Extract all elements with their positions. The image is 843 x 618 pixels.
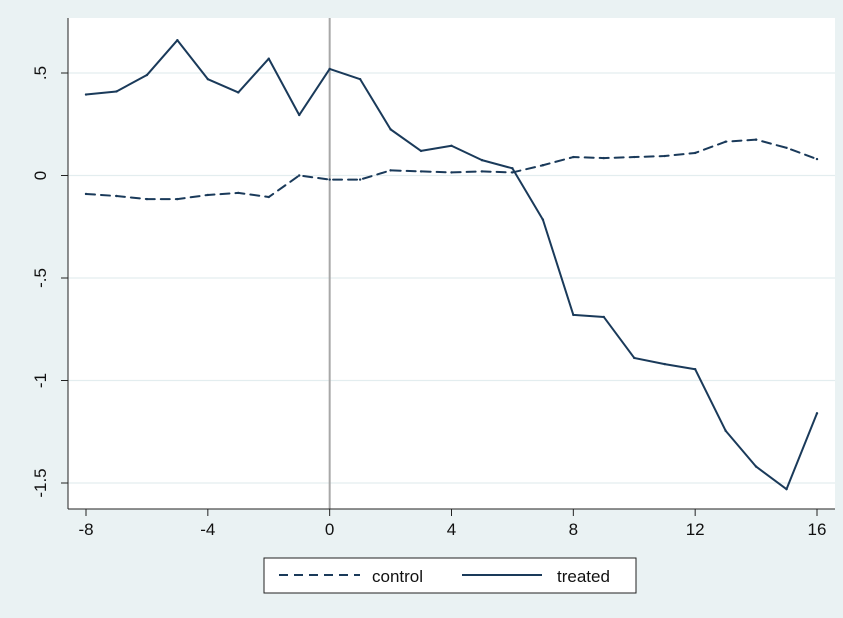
- x-tick-label-5: 12: [686, 520, 705, 539]
- x-tick-label-3: 4: [447, 520, 456, 539]
- point-treated-21: [724, 429, 727, 432]
- point-treated-14: [511, 167, 514, 170]
- point-control-22: [754, 138, 758, 141]
- point-control-18: [633, 155, 636, 159]
- point-control-0: [84, 192, 88, 196]
- point-control-14: [511, 171, 514, 174]
- y-tick-label-4: .5: [31, 66, 50, 80]
- x-tick-label-4: 8: [569, 520, 578, 539]
- point-treated-5: [237, 91, 240, 94]
- point-control-6: [267, 195, 270, 199]
- point-control-7: [298, 174, 301, 177]
- point-treated-12: [450, 144, 453, 147]
- legend-label-control: control: [372, 567, 423, 586]
- point-treated-16: [572, 313, 575, 317]
- y-axis-ticks: -1.5 -1 -.5 0 .5: [31, 66, 68, 498]
- point-treated-10: [389, 128, 392, 131]
- point-treated-13: [480, 158, 484, 162]
- point-control-10: [389, 169, 392, 172]
- point-control-24: [815, 157, 819, 161]
- point-control-17: [602, 156, 605, 160]
- point-treated-2: [145, 73, 149, 77]
- point-treated-3: [176, 39, 179, 42]
- point-control-1: [115, 194, 118, 198]
- point-control-15: [541, 164, 545, 167]
- point-control-16: [572, 155, 575, 159]
- y-tick-label-2: -.5: [31, 268, 50, 288]
- point-control-12: [450, 171, 453, 174]
- point-control-13: [480, 170, 484, 173]
- plot-area: [68, 18, 835, 509]
- point-control-3: [176, 197, 179, 201]
- point-treated-22: [754, 465, 758, 468]
- point-control-23: [785, 146, 788, 150]
- point-treated-9: [358, 77, 362, 81]
- point-control-2: [145, 197, 149, 201]
- x-tick-label-6: 16: [808, 520, 827, 539]
- point-treated-19: [663, 362, 666, 366]
- x-tick-label-0: -8: [78, 520, 93, 539]
- y-tick-label-0: -1.5: [31, 468, 50, 497]
- point-control-20: [693, 151, 697, 155]
- point-treated-20: [693, 368, 697, 371]
- point-treated-11: [419, 149, 423, 153]
- point-treated-4: [206, 77, 210, 81]
- point-treated-7: [298, 113, 301, 117]
- grid-layer: [68, 72, 835, 484]
- point-treated-1: [115, 90, 118, 93]
- x-tick-label-1: -4: [200, 520, 215, 539]
- legend: control treated: [263, 557, 637, 594]
- point-treated-24: [815, 412, 819, 415]
- point-control-4: [206, 193, 210, 197]
- point-treated-18: [633, 356, 636, 360]
- series-layer: [84, 39, 819, 491]
- point-control-19: [663, 154, 666, 158]
- y-tick-label-3: 0: [31, 171, 50, 180]
- point-treated-0: [84, 93, 88, 96]
- y-tick-label-1: -1: [31, 373, 50, 388]
- x-axis-ticks: -8 -4 0 4 8 12 16: [78, 509, 826, 539]
- x-tick-label-2: 0: [325, 520, 334, 539]
- point-control-8: [328, 178, 331, 181]
- point-control-5: [237, 191, 240, 195]
- point-treated-8: [328, 67, 331, 71]
- point-treated-6: [267, 57, 270, 60]
- point-treated-17: [602, 315, 605, 319]
- point-control-21: [724, 140, 727, 143]
- legend-label-treated: treated: [557, 567, 610, 586]
- point-treated-23: [785, 487, 788, 491]
- point-treated-15: [541, 218, 545, 221]
- point-control-11: [419, 170, 423, 173]
- point-control-9: [358, 178, 362, 181]
